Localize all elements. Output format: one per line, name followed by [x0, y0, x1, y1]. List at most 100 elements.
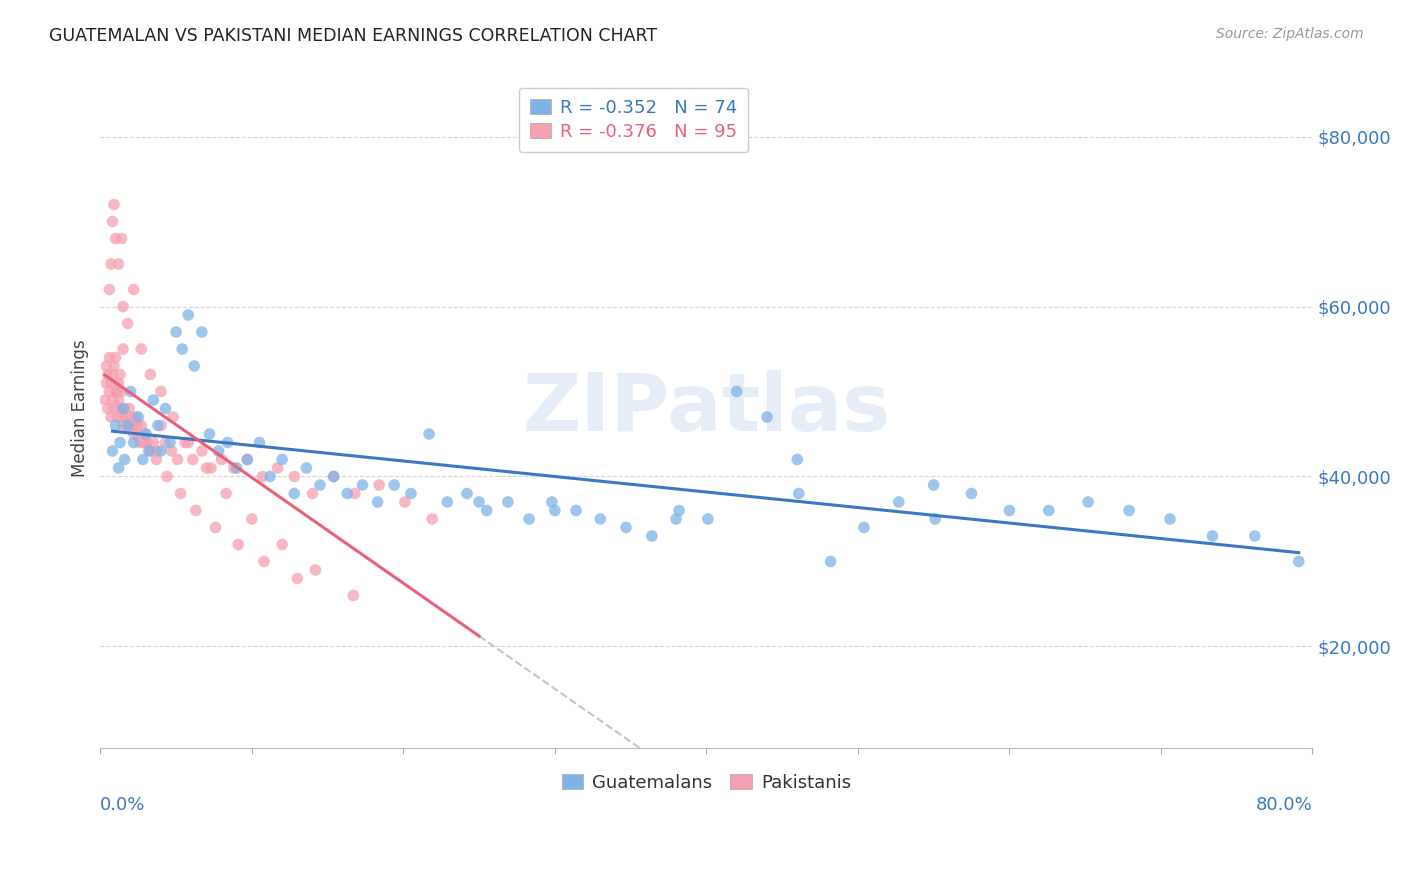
- Point: [107, 392, 129, 407]
- Point: [97, 401, 120, 416]
- Point: [399, 486, 422, 500]
- Point: [236, 452, 259, 467]
- Point: [114, 452, 136, 467]
- Point: [544, 503, 567, 517]
- Point: [174, 435, 197, 450]
- Point: [215, 486, 238, 500]
- Point: [283, 486, 305, 500]
- Point: [225, 461, 247, 475]
- Point: [112, 342, 135, 356]
- Point: [169, 486, 191, 500]
- Point: [112, 418, 135, 433]
- Point: [343, 486, 366, 500]
- Point: [165, 325, 187, 339]
- Point: [127, 427, 149, 442]
- Point: [129, 418, 152, 433]
- Point: [204, 520, 226, 534]
- Point: [253, 554, 276, 568]
- Point: [1201, 529, 1223, 543]
- Point: [122, 283, 145, 297]
- Point: [641, 529, 664, 543]
- Point: [139, 444, 162, 458]
- Point: [852, 520, 875, 534]
- Point: [382, 478, 405, 492]
- Point: [475, 503, 498, 517]
- Point: [104, 351, 127, 365]
- Point: [98, 351, 121, 365]
- Point: [100, 257, 122, 271]
- Point: [589, 512, 612, 526]
- Point: [139, 368, 162, 382]
- Point: [108, 368, 131, 382]
- Point: [540, 495, 562, 509]
- Point: [101, 214, 124, 228]
- Point: [322, 469, 344, 483]
- Point: [162, 409, 184, 424]
- Point: [614, 520, 637, 534]
- Point: [342, 589, 364, 603]
- Point: [295, 461, 318, 475]
- Point: [304, 563, 326, 577]
- Point: [128, 435, 150, 450]
- Point: [122, 435, 145, 450]
- Point: [222, 461, 245, 475]
- Point: [1288, 554, 1310, 568]
- Point: [156, 469, 179, 483]
- Point: [127, 409, 149, 424]
- Point: [129, 342, 152, 356]
- Point: [136, 435, 159, 450]
- Point: [138, 444, 160, 458]
- Point: [149, 444, 172, 458]
- Point: [120, 384, 142, 399]
- Point: [112, 300, 135, 314]
- Point: [249, 435, 271, 450]
- Point: [159, 435, 181, 450]
- Point: [104, 418, 127, 433]
- Text: Source: ZipAtlas.com: Source: ZipAtlas.com: [1216, 27, 1364, 41]
- Point: [146, 418, 169, 433]
- Point: [145, 452, 167, 467]
- Point: [117, 317, 139, 331]
- Point: [94, 392, 117, 407]
- Point: [115, 409, 138, 424]
- Point: [922, 478, 945, 492]
- Point: [367, 495, 389, 509]
- Point: [103, 359, 125, 373]
- Point: [496, 495, 519, 509]
- Point: [145, 444, 167, 458]
- Point: [1159, 512, 1181, 526]
- Point: [101, 392, 124, 407]
- Point: [195, 461, 218, 475]
- Point: [142, 435, 165, 450]
- Point: [135, 435, 157, 450]
- Point: [368, 478, 391, 492]
- Point: [725, 384, 748, 399]
- Point: [183, 359, 205, 373]
- Point: [240, 512, 263, 526]
- Point: [125, 418, 148, 433]
- Point: [172, 342, 194, 356]
- Point: [198, 427, 221, 442]
- Point: [1077, 495, 1099, 509]
- Point: [565, 503, 588, 517]
- Point: [394, 495, 416, 509]
- Point: [110, 409, 132, 424]
- Point: [259, 469, 281, 483]
- Point: [117, 418, 139, 433]
- Point: [960, 486, 983, 500]
- Legend: Guatemalans, Pakistanis: Guatemalans, Pakistanis: [553, 764, 860, 801]
- Point: [177, 308, 200, 322]
- Point: [149, 418, 172, 433]
- Point: [184, 503, 207, 517]
- Point: [283, 469, 305, 483]
- Point: [468, 495, 491, 509]
- Point: [887, 495, 910, 509]
- Point: [121, 418, 143, 433]
- Point: [668, 503, 690, 517]
- Point: [160, 444, 183, 458]
- Point: [96, 376, 118, 390]
- Point: [1038, 503, 1060, 517]
- Point: [301, 486, 323, 500]
- Point: [181, 452, 204, 467]
- Point: [149, 384, 172, 399]
